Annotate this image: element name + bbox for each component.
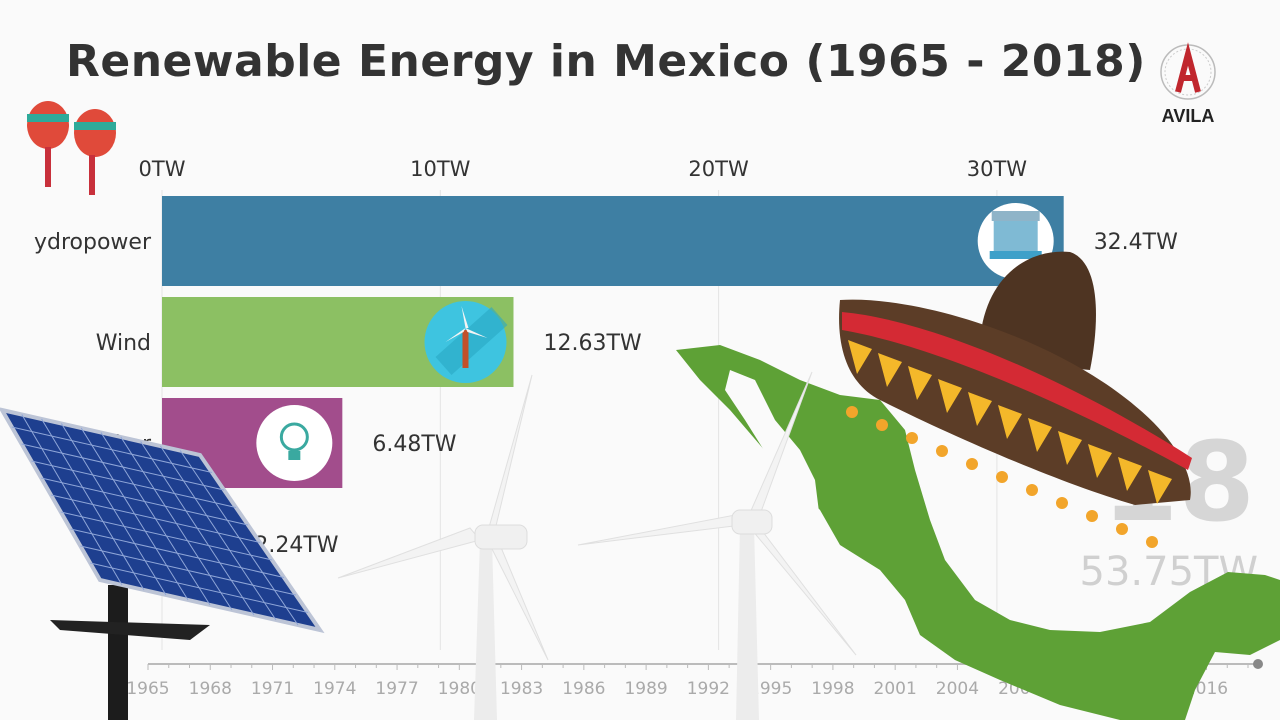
dam-body [993,221,1038,251]
sombrero-pompom [1146,536,1158,548]
timeline-marker [1253,659,1263,669]
sombrero-triangle [848,340,872,374]
turbine-blade [337,527,481,579]
sombrero-pompom [1116,523,1128,535]
wind-turbines-icon [337,371,857,720]
timeline-year: 1977 [375,679,418,699]
sombrero-icon [839,251,1192,548]
maraca-handle [89,155,95,195]
value-label: 6.48TW [372,432,456,457]
lightbulb-icon [256,405,333,481]
sombrero-triangle [1028,418,1052,452]
solar-cell-line [80,545,297,596]
turbine-nacelle [474,524,528,550]
solar-panel-icon [0,407,325,720]
icon-disc [256,405,333,481]
timeline-year: 2004 [936,679,979,699]
turbine-blade [445,328,466,342]
dam-water [989,251,1042,259]
value-label: 32.4TW [1094,230,1178,255]
solar-cell-line [70,528,285,578]
timeline-year: 1992 [687,679,730,699]
sombrero-triangle [968,392,992,426]
timeline-year: 1989 [624,679,667,699]
sombrero-pompom [876,419,888,431]
sombrero-triangle [908,366,932,400]
timeline-year: 1986 [562,679,605,699]
maraca-stripe [74,122,116,130]
sombrero-pompom [966,458,978,470]
turbine-blade [465,328,488,338]
solar-bracket [50,620,210,640]
turbine-tower [462,330,469,368]
timeline-year: 1971 [251,679,294,699]
sombrero-triangle [1148,470,1172,504]
solar-cell-line [159,445,277,621]
solar-cell-line [90,562,309,613]
turbine-blade [751,527,857,656]
solar-cell-line [140,441,255,616]
solar-cell-line [50,494,261,543]
x-tick-label: 30TW [967,157,1028,181]
turbine-blade [577,514,743,546]
sombrero-band [842,312,1192,470]
sombrero-pompom [1056,497,1068,509]
sombrero-pompom [996,471,1008,483]
turbine-blade [489,544,549,661]
sombrero-pompom [936,445,948,457]
category-label: ydropower [34,230,152,255]
sombrero-triangle [878,353,902,387]
dam-top [991,211,1040,221]
timeline-year: 1995 [749,679,792,699]
x-tick-label: 0TW [139,157,186,181]
gulf-of-california [725,370,820,540]
bulb-glass [279,422,309,452]
category-label: Wind [96,331,151,356]
turbine-blade [461,306,469,328]
turbine-nacelle [731,509,773,535]
timeline-year: 1980 [438,679,481,699]
mexico-map [676,345,1280,720]
sombrero-pompom [1086,510,1098,522]
sombrero-pompom [906,432,918,444]
x-tick-label: 10TW [410,157,471,181]
sombrero-triangle [1058,431,1082,465]
maraca-stripe [27,114,69,122]
turbine-tower [474,540,497,720]
timeline-year: 2001 [874,679,917,699]
maraca-handle [45,147,51,187]
solar-cell-line [60,511,273,561]
sombrero-pompom [846,406,858,418]
maracas-icon [27,101,116,195]
bulb-base [288,451,301,460]
solar-cell-line [120,436,233,611]
x-tick-label: 20TW [688,157,749,181]
sombrero-pompom [1026,484,1038,496]
avila-logo: AVILA [1158,42,1218,134]
timeline-year: 1968 [189,679,232,699]
bar [162,196,1064,286]
sombrero-triangle [998,405,1022,439]
timeline-year: 1965 [126,679,169,699]
solar-pole [108,585,128,720]
timeline-year: 1983 [500,679,543,699]
value-label: 12.63TW [543,331,641,356]
timeline-year: 1998 [811,679,854,699]
turbine-blade [485,374,533,540]
sombrero-triangle [1088,444,1112,478]
sombrero-triangle [1118,457,1142,491]
avila-seal-icon [1160,42,1216,100]
chart-title: Renewable Energy in Mexico (1965 - 2018) [66,36,1146,87]
sombrero-triangle [938,379,962,413]
wind-turbine-icon [424,301,508,383]
maraca-head [27,101,69,149]
solar-cell-line [179,450,299,626]
turbine-tower [736,525,759,720]
icon-shadow [435,307,508,375]
timeline-year: 1974 [313,679,356,699]
maraca-head [74,109,116,157]
logo-text: AVILA [1161,106,1215,126]
